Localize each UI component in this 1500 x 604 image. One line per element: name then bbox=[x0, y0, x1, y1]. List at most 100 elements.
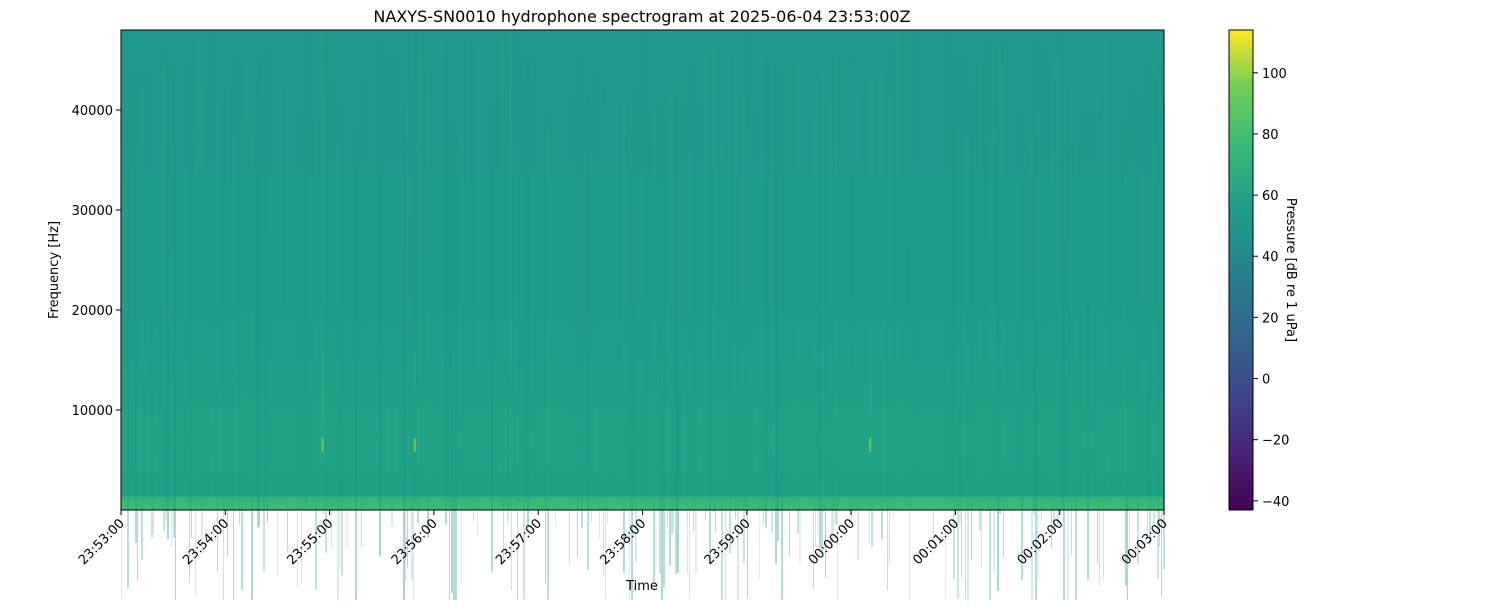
colorbar-tick-label: 60 bbox=[1262, 189, 1279, 204]
spectrogram-streak bbox=[445, 56, 447, 525]
spectrogram-streak bbox=[771, 63, 773, 532]
spectrogram-streak bbox=[645, 33, 647, 502]
colorbar-tick-label: 0 bbox=[1262, 373, 1270, 388]
spectrogram-streak bbox=[523, 132, 525, 601]
x-axis-label: Time bbox=[625, 579, 658, 594]
spectrogram-streak bbox=[331, 79, 332, 548]
spectrogram-streak bbox=[601, 36, 602, 505]
spectrogram-streak bbox=[911, 39, 912, 508]
spectrogram-streak bbox=[503, 95, 504, 564]
spectrogram-streak bbox=[763, 56, 764, 525]
spectrogram-streak bbox=[381, 39, 382, 508]
y-tick-label: 20000 bbox=[72, 304, 113, 319]
spectrogram-streak bbox=[163, 62, 165, 531]
spectrogram-streak bbox=[411, 111, 413, 580]
spectrogram-streak bbox=[673, 64, 674, 533]
spectrogram-streak bbox=[887, 122, 888, 591]
spectrogram-streak bbox=[267, 53, 268, 522]
spectrogram-streak bbox=[677, 104, 679, 573]
spectrogram-streak bbox=[981, 99, 982, 568]
spectrogram-streak bbox=[1159, 78, 1160, 547]
colorbar-tick-label: 20 bbox=[1262, 311, 1279, 326]
spectrogram-streak bbox=[479, 35, 480, 504]
spectrogram-streak bbox=[789, 87, 790, 556]
spectrogram-streak bbox=[511, 122, 512, 591]
spectrogram-image bbox=[121, 30, 1164, 510]
spectrogram-streak bbox=[881, 71, 883, 540]
spectrogram-streak bbox=[965, 139, 966, 604]
spectrogram-streak bbox=[427, 69, 429, 538]
spectrogram-streak bbox=[569, 97, 570, 566]
spectrogram-streak bbox=[527, 60, 529, 529]
spectrogram-streak bbox=[1035, 134, 1037, 603]
spectrogram-streak bbox=[1153, 58, 1155, 527]
spectrogram-streak bbox=[477, 68, 478, 537]
spectrogram-streak bbox=[491, 103, 493, 572]
spectrogram-streak bbox=[507, 54, 509, 523]
spectrogram-streak bbox=[797, 65, 799, 534]
spectrogram-streak bbox=[355, 132, 357, 601]
spectrogram-streak bbox=[339, 102, 340, 571]
spectrogram-streak bbox=[1067, 136, 1069, 604]
spectrogram-streak bbox=[871, 78, 873, 547]
transient-trace bbox=[322, 350, 324, 420]
spectrogram-streak bbox=[835, 56, 837, 525]
spectrogram-streak bbox=[709, 92, 711, 561]
colorbar-label: Pressure [dB re 1 uPa] bbox=[1283, 198, 1298, 342]
spectrogram-streak bbox=[823, 44, 824, 513]
spectrogram-streak bbox=[715, 64, 716, 533]
x-tick-label: 23:57:00 bbox=[493, 516, 545, 568]
y-axis-label: Frequency [Hz] bbox=[47, 221, 62, 319]
spectrogram-streak bbox=[241, 122, 243, 591]
spectrogram-streak bbox=[721, 141, 723, 604]
y-tick-label: 10000 bbox=[72, 404, 113, 419]
spectrogram-streak bbox=[555, 57, 556, 526]
x-tick-label: 23:56:00 bbox=[389, 516, 441, 568]
spectrogram-streak bbox=[671, 66, 673, 535]
spectrogram-streak bbox=[1007, 40, 1008, 509]
spectrogram-streak bbox=[777, 73, 779, 542]
spectrogram-streak bbox=[505, 37, 506, 506]
spectrogram-streak bbox=[191, 69, 192, 538]
spectrogram-streak bbox=[761, 40, 762, 509]
chart-title: NAXYS-SN0010 hydrophone spectrogram at 2… bbox=[373, 7, 910, 26]
spectrogram-streak bbox=[1061, 34, 1063, 503]
spectrogram-streak bbox=[1037, 110, 1039, 579]
spectrogram-streak bbox=[577, 89, 578, 558]
spectrogram-streak bbox=[759, 111, 760, 580]
spectrogram-streak bbox=[239, 56, 240, 525]
spectrogram-streak bbox=[909, 138, 910, 604]
spectrogram-streak bbox=[775, 96, 777, 565]
spectrogram-streak bbox=[467, 39, 468, 508]
spectrogram-streak bbox=[607, 54, 608, 523]
spectrogram-streak bbox=[857, 91, 859, 560]
spectrogram-streak bbox=[453, 140, 455, 604]
spectrogram-streak bbox=[259, 58, 260, 527]
spectrogram-streak bbox=[629, 149, 630, 604]
spectrogram-streak bbox=[997, 122, 999, 591]
spectrogram-streak bbox=[989, 140, 991, 604]
spectrogram-streak bbox=[979, 62, 981, 531]
spectrogram-streak bbox=[501, 37, 503, 506]
spectrogram-streak bbox=[153, 65, 154, 534]
spectrogram-streak bbox=[451, 125, 453, 594]
spectrogram-streak bbox=[747, 129, 748, 598]
spectrogram-streak bbox=[173, 69, 175, 538]
spectrogram-streak bbox=[667, 59, 668, 528]
spectrogram-streak bbox=[315, 121, 317, 590]
spectrogram-streak bbox=[725, 136, 726, 604]
spectrogram-streak bbox=[545, 115, 546, 584]
spectrogram-streak bbox=[603, 106, 604, 575]
spectrogram-streak bbox=[669, 98, 671, 567]
spectrogram-streak bbox=[737, 149, 739, 604]
spectrogram-streak bbox=[799, 96, 801, 565]
spectrogram-streak bbox=[455, 133, 457, 602]
spectrogram-streak bbox=[325, 84, 327, 553]
spectrogram-streak bbox=[441, 35, 443, 504]
spectrogram-streak bbox=[407, 100, 408, 569]
spectrogram-streak bbox=[1147, 67, 1148, 536]
spectrogram-streak bbox=[1041, 51, 1042, 520]
spectrogram-streak bbox=[519, 33, 520, 502]
spectrogram-streak bbox=[189, 114, 190, 583]
colorbar-tick-label: 80 bbox=[1262, 128, 1279, 143]
